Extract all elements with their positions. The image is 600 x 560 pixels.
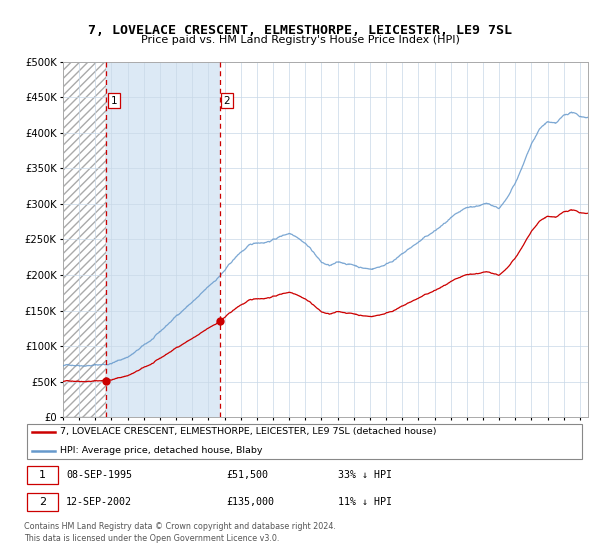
Text: £51,500: £51,500	[226, 470, 268, 480]
Text: 1: 1	[110, 96, 117, 106]
Text: 1: 1	[39, 470, 46, 480]
FancyBboxPatch shape	[27, 466, 58, 484]
Text: 7, LOVELACE CRESCENT, ELMESTHORPE, LEICESTER, LE9 7SL (detached house): 7, LOVELACE CRESCENT, ELMESTHORPE, LEICE…	[61, 427, 437, 436]
Bar	[63, 62, 106, 417]
Text: £135,000: £135,000	[226, 497, 274, 507]
FancyBboxPatch shape	[27, 493, 58, 511]
Text: 12-SEP-2002: 12-SEP-2002	[66, 497, 132, 507]
Text: 2: 2	[224, 96, 230, 106]
Text: 7, LOVELACE CRESCENT, ELMESTHORPE, LEICESTER, LE9 7SL: 7, LOVELACE CRESCENT, ELMESTHORPE, LEICE…	[88, 24, 512, 36]
Text: HPI: Average price, detached house, Blaby: HPI: Average price, detached house, Blab…	[61, 446, 263, 455]
FancyBboxPatch shape	[27, 424, 582, 459]
Text: Price paid vs. HM Land Registry's House Price Index (HPI): Price paid vs. HM Land Registry's House …	[140, 35, 460, 45]
Text: Contains HM Land Registry data © Crown copyright and database right 2024.
This d: Contains HM Land Registry data © Crown c…	[24, 522, 336, 543]
Text: 08-SEP-1995: 08-SEP-1995	[66, 470, 132, 480]
Text: 11% ↓ HPI: 11% ↓ HPI	[338, 497, 392, 507]
Bar	[106, 62, 220, 417]
Text: 33% ↓ HPI: 33% ↓ HPI	[338, 470, 392, 480]
Text: 2: 2	[38, 497, 46, 507]
